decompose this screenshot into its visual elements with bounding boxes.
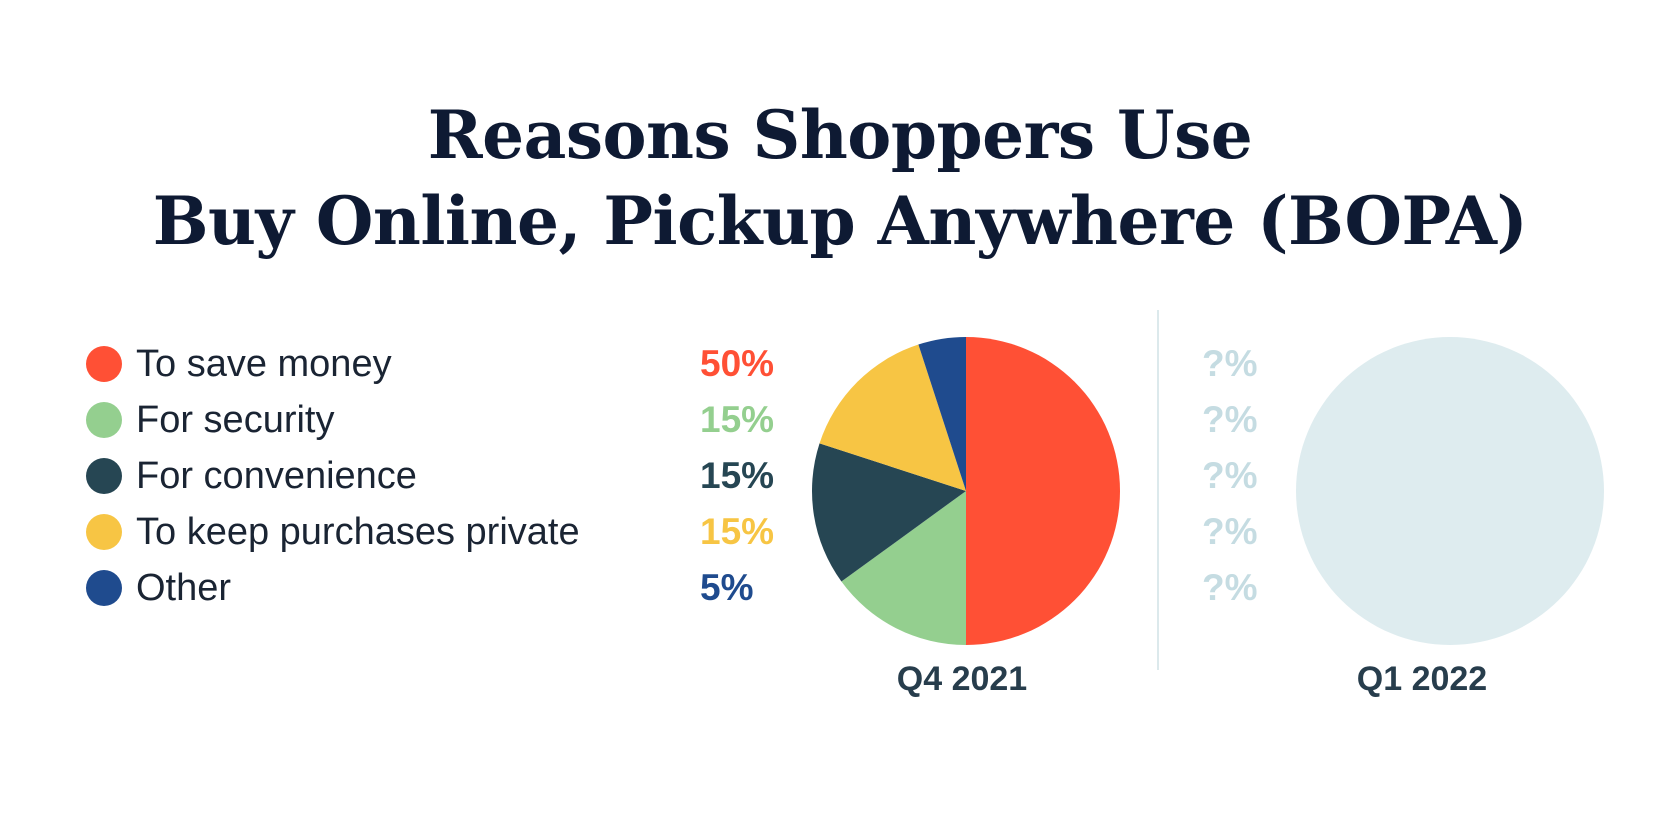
legend-swatch xyxy=(86,514,122,550)
q1-2022-pie-chart xyxy=(1296,337,1604,645)
q1-2022-percent-other: ?% xyxy=(1202,567,1258,608)
legend-label: For security xyxy=(136,398,335,441)
pie-placeholder-circle xyxy=(1296,337,1604,645)
legend-item-for-convenience: For convenience xyxy=(86,448,580,504)
legend-item-to-save-money: To save money xyxy=(86,336,580,392)
legend-swatch xyxy=(86,570,122,606)
q1-2022-percent-labels: ?%?%?%?%?% xyxy=(1202,336,1258,616)
q4-2021-percent-for-convenience: 15% xyxy=(700,455,775,496)
q4-2021-percent-to-keep-purchases-private: 15% xyxy=(700,511,775,552)
pie-slice-to-save-money xyxy=(966,337,1120,645)
legend-item-other: Other xyxy=(86,560,580,616)
pie-slice-for-convenience xyxy=(812,443,966,582)
legend-item-for-security: For security xyxy=(86,392,580,448)
legend-swatch xyxy=(86,458,122,494)
q4-2021-percent-other: 5% xyxy=(700,567,754,608)
legend-label: To keep purchases private xyxy=(136,510,580,553)
q1-2022-label: Q1 2022 xyxy=(1356,660,1488,698)
q1-2022-percent-to-save-money: ?% xyxy=(1202,343,1258,384)
q4-2021-percent-to-save-money: 50% xyxy=(700,343,775,384)
q4-2021-percent-labels: 50% 15% 15% 15% 5% xyxy=(700,336,774,616)
legend-item-to-keep-purchases-private: To keep purchases private xyxy=(86,504,580,560)
chart-title-line-1: Reasons Shoppers Use xyxy=(427,96,1253,174)
q1-2022-percent-for-security: ?% xyxy=(1202,399,1258,440)
chart-title: Reasons Shoppers Use Buy Online, Pickup … xyxy=(0,92,1680,264)
legend-label: Other xyxy=(136,566,232,609)
pie-slice-other xyxy=(918,337,966,491)
legend-label: For convenience xyxy=(136,454,417,497)
pie-slice-to-keep-purchases-private xyxy=(819,344,966,491)
q4-2021-pie-chart xyxy=(812,337,1120,645)
legend-swatch xyxy=(86,346,122,382)
pie-slice-for-security xyxy=(841,491,966,645)
q1-2022-percent-for-convenience: ?% xyxy=(1202,455,1258,496)
chart-title-line-2: Buy Online, Pickup Anywhere (BOPA) xyxy=(152,182,1528,260)
divider xyxy=(1157,310,1159,670)
q4-2021-percent-for-security: 15% xyxy=(700,399,775,440)
legend-swatch xyxy=(86,402,122,438)
legend: To save money For security For convenience… xyxy=(86,336,580,616)
legend-label: To save money xyxy=(136,342,392,385)
q1-2022-percent-to-keep-purchases-private: ?% xyxy=(1202,511,1258,552)
q4-2021-label: Q4 2021 xyxy=(896,660,1028,698)
